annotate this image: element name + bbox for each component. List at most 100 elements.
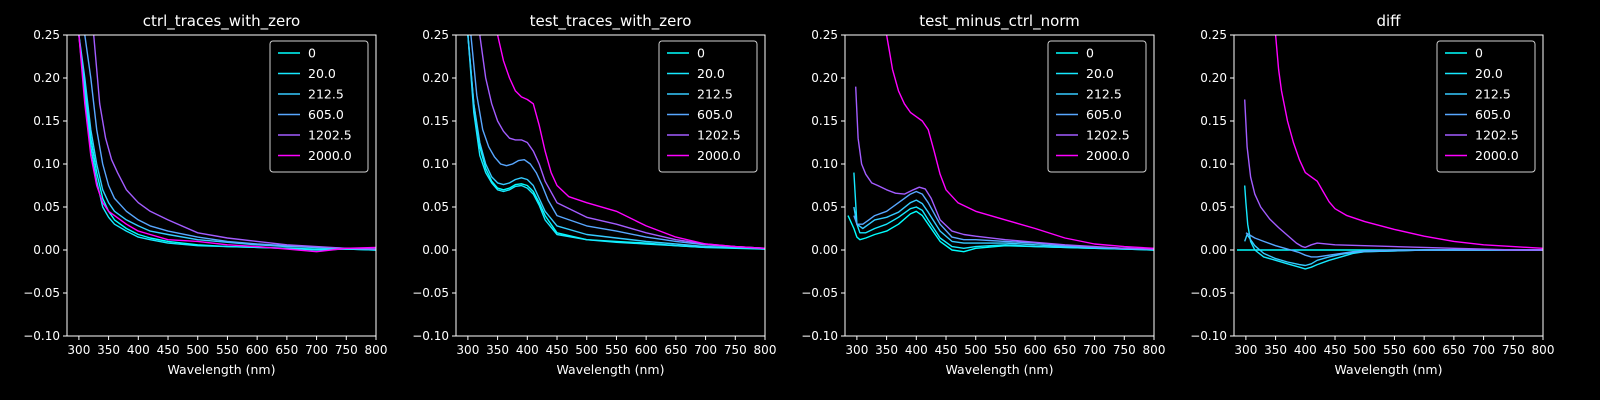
y-tick-label: −0.10 xyxy=(1190,329,1227,343)
y-tick-label: 0.05 xyxy=(1200,200,1227,214)
series-line-20.0 xyxy=(78,35,376,251)
x-tick-label: 550 xyxy=(1383,343,1406,357)
legend: 0 20.0 212.5 605.0 1202.5 2000.0 xyxy=(1436,40,1536,173)
x-tick-label: 700 xyxy=(1083,343,1106,357)
x-tick-label: 650 xyxy=(664,343,687,357)
axes-frame xyxy=(66,34,377,337)
x-tick-label: 300 xyxy=(845,343,868,357)
x-tick-label: 500 xyxy=(575,343,598,357)
series-line-2000.0 xyxy=(1274,35,1543,249)
chart-panel-1: 300 350 400 450 500 550 600 650 700 750 800 −0.10 −0… xyxy=(23,12,387,377)
series-line-605.0 xyxy=(853,190,1154,250)
series-line-605.0 xyxy=(470,35,765,249)
chart-title: diff xyxy=(1376,12,1401,30)
series-line-1202.5 xyxy=(479,35,765,249)
series-line-1202.5 xyxy=(1244,99,1543,251)
y-tick-label: 0.20 xyxy=(33,71,60,85)
series-group xyxy=(467,35,765,250)
chart-panel-2: 300 350 400 450 500 550 600 650 700 750 800 −0.10 −0… xyxy=(412,12,776,377)
chart-title: test_traces_with_zero xyxy=(530,12,692,31)
y-tick-label: 0.05 xyxy=(33,200,60,214)
x-tick-label: 700 xyxy=(1472,343,1495,357)
y-tick-label: 0.10 xyxy=(33,157,60,171)
x-tick-label: 800 xyxy=(365,343,388,357)
legend: 0 20.0 212.5 605.0 1202.5 2000.0 xyxy=(658,40,758,173)
y-tick-label: 0.25 xyxy=(422,28,449,42)
x-tick-label: 600 xyxy=(635,343,658,357)
x-tick-label: 400 xyxy=(127,343,150,357)
legend-label: 212.5 xyxy=(1086,87,1122,102)
series-group xyxy=(1237,35,1543,270)
y-tick-label: 0.00 xyxy=(33,243,60,257)
x-tick-label: 750 xyxy=(1502,343,1525,357)
x-tick-label: 600 xyxy=(246,343,269,357)
x-tick-label: 750 xyxy=(335,343,358,357)
series-line-20.0 xyxy=(853,172,1154,251)
x-tick-label: 400 xyxy=(516,343,539,357)
x-tick-label: 400 xyxy=(905,343,928,357)
x-tick-label: 350 xyxy=(875,343,898,357)
x-tick-label: 600 xyxy=(1024,343,1047,357)
x-tick-label: 450 xyxy=(157,343,180,357)
x-tick-label: 650 xyxy=(275,343,298,357)
y-tick-label: 0.10 xyxy=(811,157,838,171)
legend-label: 212.5 xyxy=(308,87,344,102)
series-line-1202.5 xyxy=(855,86,1154,250)
legend-label: 2000.0 xyxy=(697,148,741,163)
legend-label: 605.0 xyxy=(1086,107,1122,122)
y-tick-label: 0.00 xyxy=(422,243,449,257)
legend-label: 2000.0 xyxy=(308,148,352,163)
chart-panel-4: 300 350 400 450 500 550 600 650 700 750 800 −0.10 −0… xyxy=(1190,12,1554,377)
y-tick-label: 0.00 xyxy=(1200,243,1227,257)
series-line-605.0 xyxy=(84,35,376,250)
legend-label: 2000.0 xyxy=(1086,148,1130,163)
x-tick-label: 300 xyxy=(1234,343,1257,357)
chart-title: test_minus_ctrl_norm xyxy=(919,12,1080,31)
x-axis-label: Wavelength (nm) xyxy=(168,362,276,377)
y-tick-label: 0.15 xyxy=(1200,114,1227,128)
x-axis-label: Wavelength (nm) xyxy=(946,362,1054,377)
y-tick-label: 0.25 xyxy=(33,28,60,42)
legend-label: 0 xyxy=(1086,46,1094,61)
legend-label: 20.0 xyxy=(1086,66,1114,81)
x-tick-label: 500 xyxy=(964,343,987,357)
x-tick-label: 750 xyxy=(724,343,747,357)
x-tick-label: 300 xyxy=(67,343,90,357)
x-tick-label: 550 xyxy=(994,343,1017,357)
x-tick-label: 550 xyxy=(605,343,628,357)
x-tick-label: 550 xyxy=(216,343,239,357)
y-tick-label: 0.05 xyxy=(422,200,449,214)
x-tick-label: 350 xyxy=(97,343,120,357)
legend-label: 605.0 xyxy=(697,107,733,122)
x-tick-label: 500 xyxy=(186,343,209,357)
x-tick-label: 500 xyxy=(1353,343,1376,357)
y-tick-label: 0.05 xyxy=(811,200,838,214)
chart-panel-3: 300 350 400 450 500 550 600 650 700 750 800 −0.10 −0… xyxy=(801,12,1165,377)
y-tick-label: 0.20 xyxy=(811,71,838,85)
x-tick-label: 350 xyxy=(1264,343,1287,357)
x-tick-label: 800 xyxy=(754,343,777,357)
legend-label: 2000.0 xyxy=(1475,148,1519,163)
legend-label: 605.0 xyxy=(1475,107,1511,122)
axes-frame xyxy=(1233,34,1544,337)
legend-label: 212.5 xyxy=(697,87,733,102)
series-line-212.5 xyxy=(853,199,1154,250)
y-tick-label: 0.15 xyxy=(811,114,838,128)
series-line-20.0 xyxy=(467,35,765,250)
legend-label: 20.0 xyxy=(308,66,336,81)
legend-label: 20.0 xyxy=(1475,66,1503,81)
x-tick-label: 450 xyxy=(546,343,569,357)
legend-label: 0 xyxy=(1475,46,1483,61)
x-tick-label: 650 xyxy=(1053,343,1076,357)
series-line-2000.0 xyxy=(496,35,765,249)
x-tick-label: 400 xyxy=(1294,343,1317,357)
x-axis-label: Wavelength (nm) xyxy=(1335,362,1443,377)
series-group xyxy=(78,35,376,253)
y-tick-label: 0.20 xyxy=(1200,71,1227,85)
y-tick-label: −0.10 xyxy=(23,329,60,343)
y-tick-label: 0.15 xyxy=(33,114,60,128)
legend: 0 20.0 212.5 605.0 1202.5 2000.0 xyxy=(1047,40,1147,173)
x-tick-label: 300 xyxy=(456,343,479,357)
